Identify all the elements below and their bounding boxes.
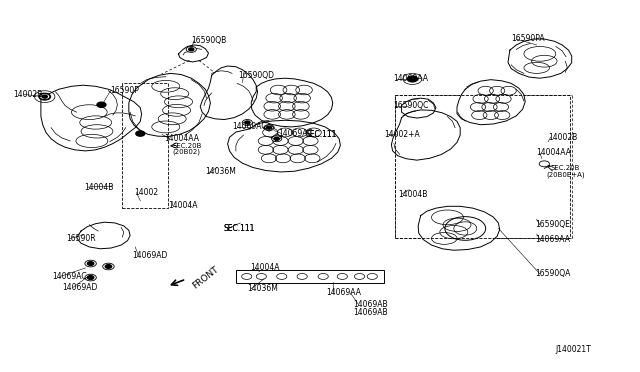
Text: SEC.20B: SEC.20B bbox=[172, 143, 202, 149]
Circle shape bbox=[88, 276, 94, 279]
Circle shape bbox=[102, 263, 114, 270]
Text: 14069AA: 14069AA bbox=[326, 288, 362, 297]
Circle shape bbox=[243, 119, 252, 125]
Text: 14004A: 14004A bbox=[168, 201, 198, 210]
Text: 14069AC: 14069AC bbox=[232, 122, 267, 131]
Polygon shape bbox=[401, 98, 436, 118]
Text: 14069AB: 14069AB bbox=[353, 300, 388, 309]
Text: (20B02): (20B02) bbox=[172, 149, 200, 155]
Polygon shape bbox=[418, 206, 500, 250]
Text: 14069AD: 14069AD bbox=[132, 251, 168, 260]
Text: 14004AA: 14004AA bbox=[164, 134, 199, 142]
Text: 14002B: 14002B bbox=[13, 90, 42, 99]
Text: 14069AB: 14069AB bbox=[353, 308, 388, 317]
Circle shape bbox=[186, 46, 196, 52]
Circle shape bbox=[85, 260, 97, 267]
Circle shape bbox=[274, 137, 279, 140]
Text: 16590R: 16590R bbox=[67, 234, 96, 243]
Text: 16590QC: 16590QC bbox=[394, 101, 429, 110]
Polygon shape bbox=[200, 66, 257, 119]
Circle shape bbox=[266, 126, 271, 129]
Text: 16590QD: 16590QD bbox=[239, 71, 275, 80]
Polygon shape bbox=[179, 45, 209, 62]
Text: 14004AA: 14004AA bbox=[537, 148, 572, 157]
Text: 14002: 14002 bbox=[134, 188, 158, 197]
Text: FRONT: FRONT bbox=[191, 264, 221, 290]
Circle shape bbox=[42, 95, 47, 98]
Circle shape bbox=[407, 76, 417, 82]
Text: 14036M: 14036M bbox=[246, 284, 278, 293]
Text: 14004B: 14004B bbox=[397, 190, 427, 199]
Circle shape bbox=[105, 264, 111, 268]
Circle shape bbox=[39, 93, 51, 100]
Polygon shape bbox=[457, 80, 525, 125]
Text: 14069AA: 14069AA bbox=[536, 235, 570, 244]
Circle shape bbox=[85, 274, 97, 281]
Polygon shape bbox=[41, 85, 141, 151]
Circle shape bbox=[40, 94, 50, 100]
Polygon shape bbox=[508, 39, 572, 78]
Circle shape bbox=[264, 125, 274, 131]
Polygon shape bbox=[251, 78, 333, 127]
Text: 14069AC: 14069AC bbox=[278, 129, 313, 138]
Polygon shape bbox=[129, 73, 211, 137]
Text: 14069AA: 14069AA bbox=[394, 74, 428, 83]
Text: 16590QB: 16590QB bbox=[191, 36, 227, 45]
Text: 16590QA: 16590QA bbox=[536, 269, 571, 278]
Polygon shape bbox=[228, 120, 340, 172]
Text: 14004A: 14004A bbox=[250, 263, 280, 272]
Bar bbox=[236, 270, 384, 283]
Text: SEC.111: SEC.111 bbox=[223, 224, 255, 233]
Text: 16590QE: 16590QE bbox=[536, 220, 570, 229]
Circle shape bbox=[189, 48, 194, 51]
Circle shape bbox=[97, 102, 106, 108]
Polygon shape bbox=[77, 222, 130, 249]
Text: 14036M: 14036M bbox=[205, 167, 236, 176]
Text: J140021T: J140021T bbox=[556, 345, 591, 354]
Text: 14004B: 14004B bbox=[84, 183, 114, 192]
Text: 14069AD: 14069AD bbox=[62, 283, 97, 292]
Circle shape bbox=[271, 136, 282, 142]
Text: SEC.111: SEC.111 bbox=[223, 224, 255, 233]
Text: 16590PA: 16590PA bbox=[511, 34, 545, 43]
Text: 16590P: 16590P bbox=[109, 86, 139, 94]
Text: SEC.111: SEC.111 bbox=[306, 130, 337, 139]
Text: 14002B: 14002B bbox=[548, 133, 577, 142]
Text: SEC.20B: SEC.20B bbox=[550, 165, 580, 171]
Bar bbox=[395, 95, 570, 238]
Text: 14069AC: 14069AC bbox=[52, 272, 87, 281]
Circle shape bbox=[136, 131, 145, 136]
Polygon shape bbox=[392, 110, 460, 160]
Text: 14002+A: 14002+A bbox=[384, 130, 419, 139]
Bar bbox=[122, 83, 168, 208]
Circle shape bbox=[88, 262, 94, 265]
Circle shape bbox=[245, 121, 250, 124]
Text: (20B0E+A): (20B0E+A) bbox=[546, 171, 585, 178]
Text: SEC.111: SEC.111 bbox=[306, 130, 337, 139]
Circle shape bbox=[540, 161, 549, 167]
